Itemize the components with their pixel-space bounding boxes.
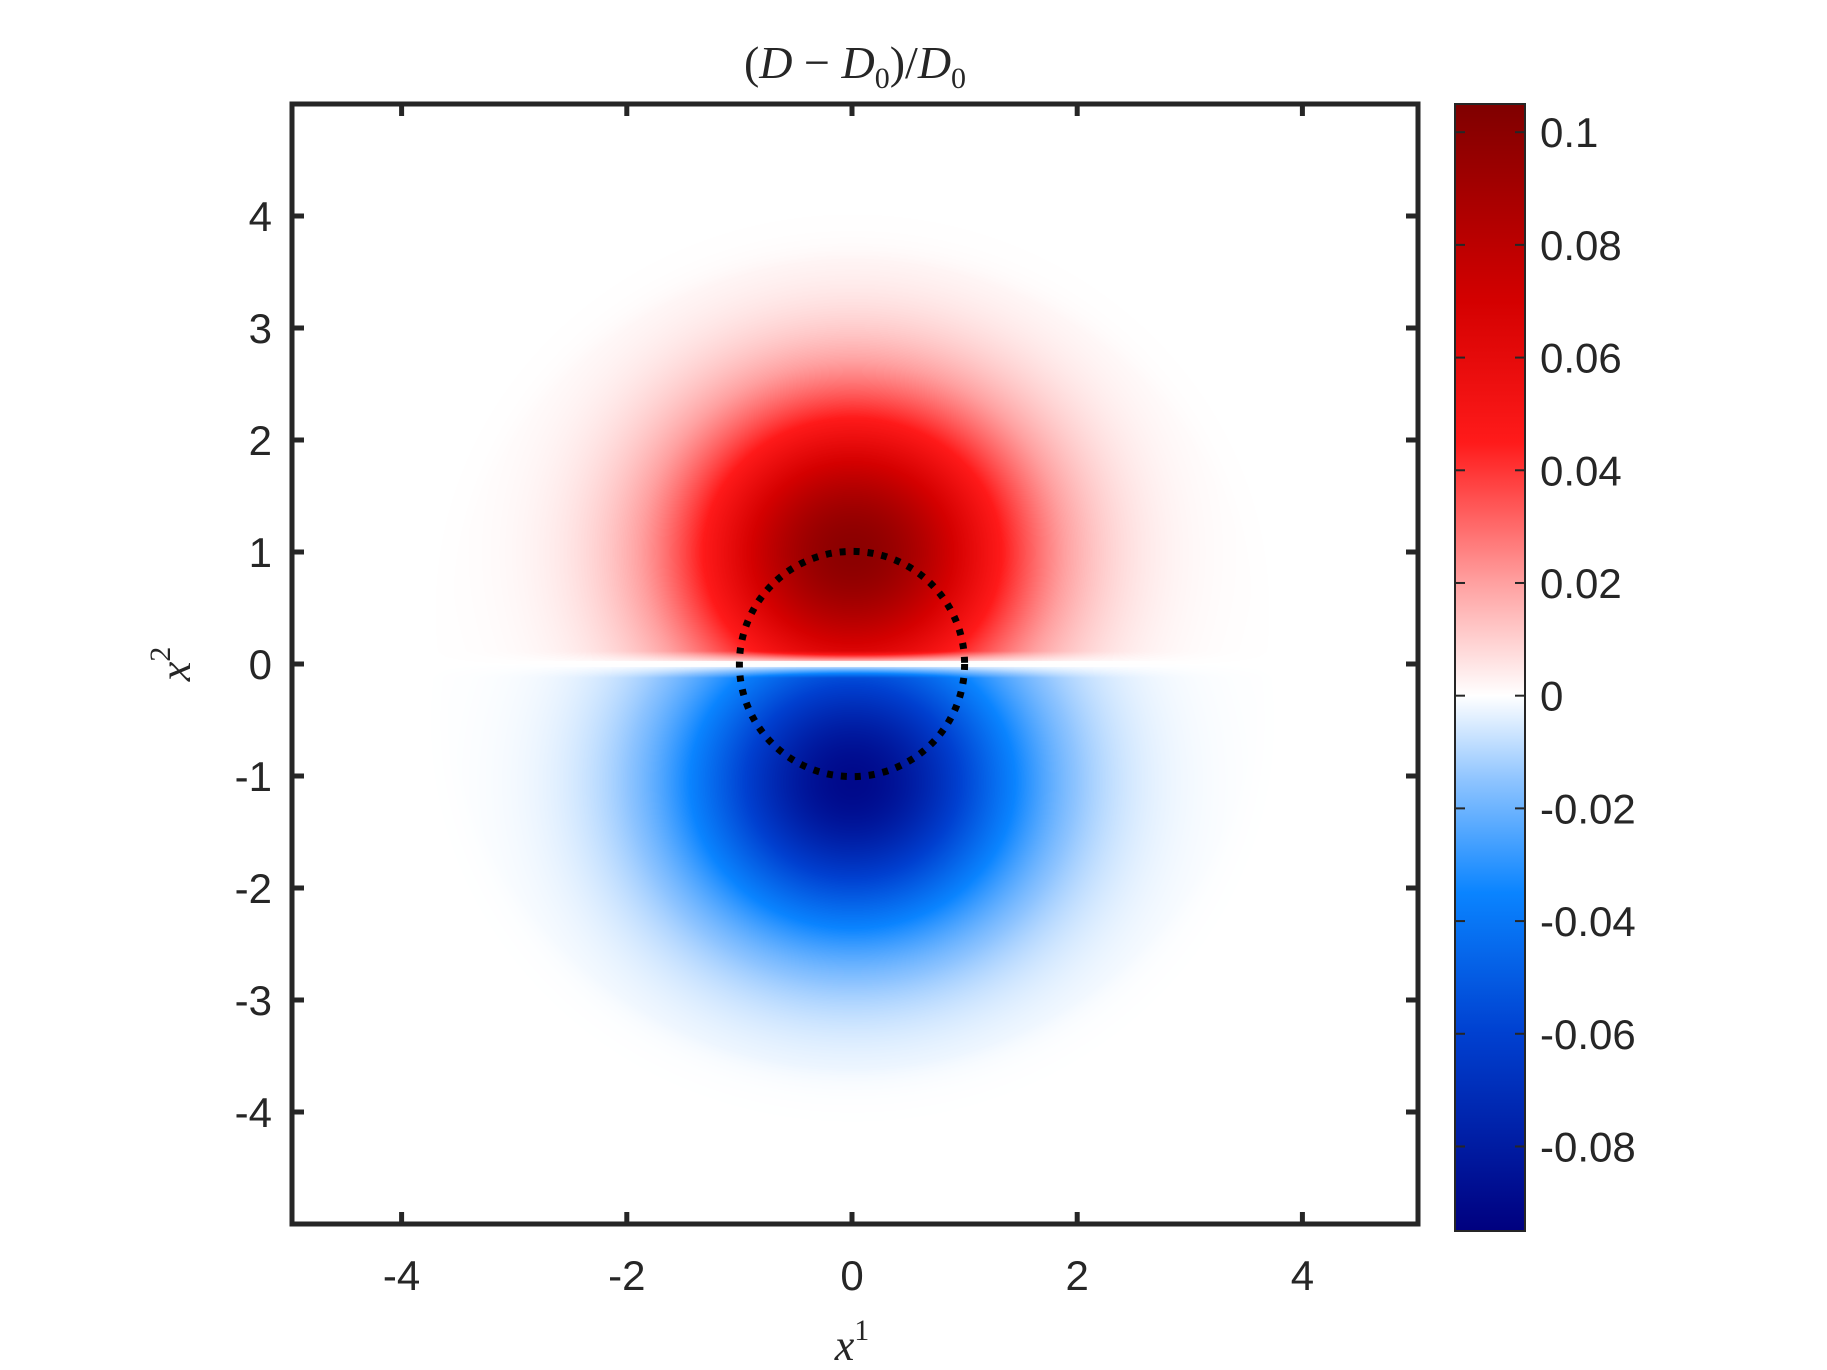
x-tick-label: -2 [608, 1252, 645, 1299]
colorbar-tick-label: 0.04 [1540, 447, 1622, 494]
y-tick-label: 3 [249, 305, 272, 352]
y-tick-label: -1 [235, 753, 272, 800]
colorbar-tick-label: 0 [1540, 673, 1563, 720]
y-tick-label: -3 [235, 977, 272, 1024]
y-tick-label: 4 [249, 193, 272, 240]
unit-circle [735, 547, 969, 781]
x-tick-label: 2 [1066, 1252, 1089, 1299]
y-axis-ticks: 4 3 2 1 0 -1 -2 -3 -4 [235, 193, 1418, 1136]
x-tick-label: 4 [1291, 1252, 1314, 1299]
x-axis-label: x1 [834, 1314, 870, 1370]
colorbar-tick-label: -0.04 [1540, 898, 1636, 945]
y-tick-label: 1 [249, 529, 272, 576]
colorbar-tick-label: 0.06 [1540, 335, 1622, 382]
y-axis-label: x2 [144, 647, 200, 683]
colorbar [1454, 103, 1526, 1232]
x-axis-ticks: -4 -2 0 2 4 [383, 104, 1314, 1299]
y-tick-label: 0 [249, 641, 272, 688]
y-tick-label: -2 [235, 865, 272, 912]
colorbar-tick-label: -0.06 [1540, 1011, 1636, 1058]
colorbar-tick-label: 0.1 [1540, 109, 1598, 156]
y-tick-label: 2 [249, 417, 272, 464]
colorbar-tick-label: 0.08 [1540, 222, 1622, 269]
chart-title: (D − D0)/D0 [744, 37, 966, 95]
y-tick-label: -4 [235, 1089, 272, 1136]
colorbar-ticks: 0.1 0.08 0.06 0.04 0.02 0 -0.02 -0.04 -0.06 -0.08 [1455, 109, 1636, 1170]
x-tick-label: -4 [383, 1252, 420, 1299]
colorbar-tick-label: -0.08 [1540, 1123, 1636, 1170]
colorbar-tick-label: -0.02 [1540, 785, 1636, 832]
colorbar-tick-label: 0.02 [1540, 560, 1622, 607]
x-tick-label: 0 [840, 1252, 863, 1299]
